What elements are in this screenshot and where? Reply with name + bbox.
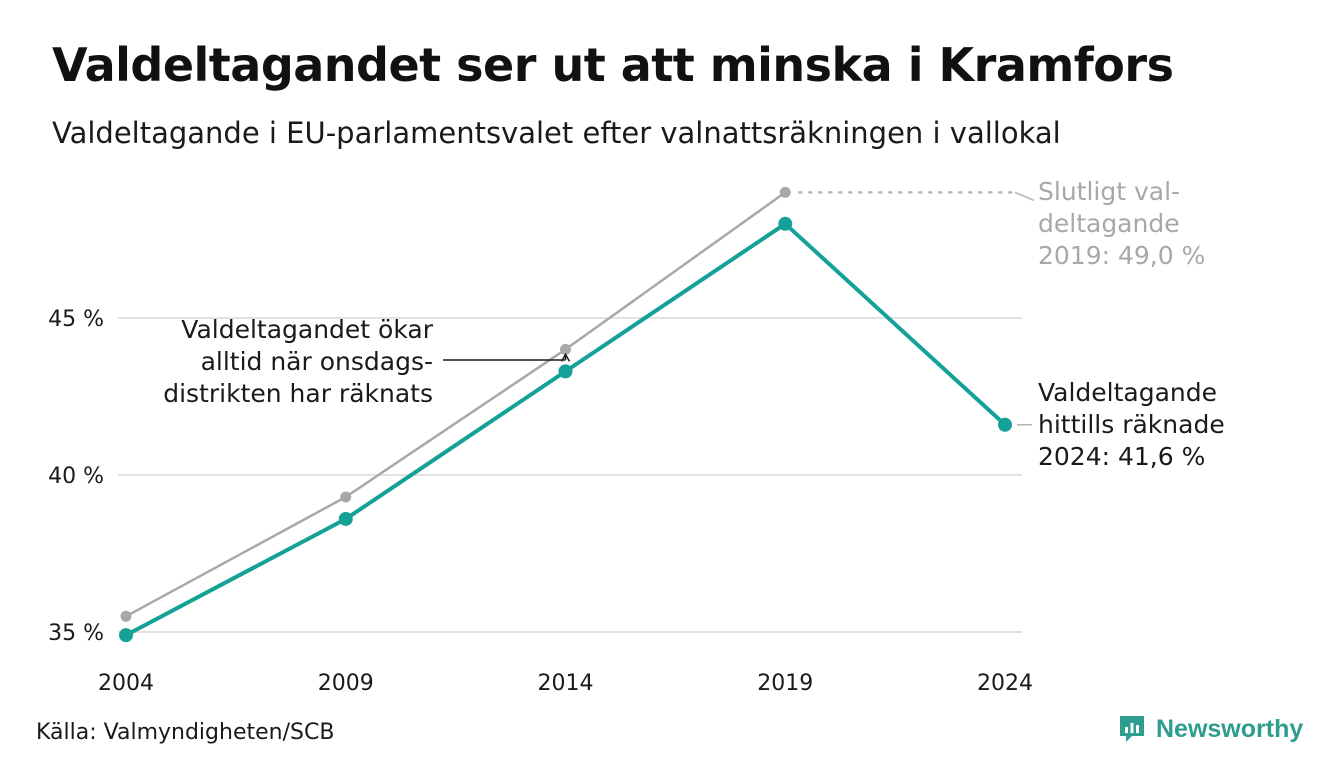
source-note: Källa: Valmyndigheten/SCB bbox=[36, 720, 335, 745]
data-point-current bbox=[338, 511, 353, 526]
y-tick-label: 40 % bbox=[48, 464, 104, 489]
series-line-current bbox=[125, 221, 1007, 637]
brand-name: Newsworthy bbox=[1156, 714, 1304, 743]
y-tick-label: 35 % bbox=[48, 621, 104, 646]
series-line-final bbox=[125, 191, 786, 618]
current-turnout-label: 2024: 41,6 % bbox=[1038, 442, 1205, 471]
final-turnout-label: deltagande bbox=[1038, 209, 1180, 238]
note-label: Valdeltagandet ökar bbox=[181, 315, 433, 344]
current-turnout-label: Valdeltagande bbox=[1038, 378, 1217, 407]
chart-title: Valdeltagandet ser ut att minska i Kramf… bbox=[52, 38, 1174, 92]
final-turnout-label: Slutligt val- bbox=[1038, 177, 1180, 206]
data-point-final bbox=[779, 186, 791, 198]
note-label: alltid när onsdags- bbox=[201, 347, 433, 376]
newsworthy-icon bbox=[1120, 716, 1144, 742]
data-point-current bbox=[119, 628, 133, 643]
x-tick-label: 2004 bbox=[98, 671, 154, 696]
x-tick-label: 2024 bbox=[977, 671, 1033, 696]
note-label: distrikten har räknats bbox=[163, 379, 433, 408]
y-tick-label: 45 % bbox=[48, 307, 104, 332]
data-point-current bbox=[778, 216, 793, 231]
final-leader-tick bbox=[1014, 191, 1035, 202]
x-tick-label: 2019 bbox=[757, 671, 813, 696]
chart-subtitle: Valdeltagande i EU-parlamentsvalet efter… bbox=[52, 116, 1061, 150]
note-arrow-head bbox=[560, 352, 571, 362]
data-point-final bbox=[560, 343, 571, 355]
final-turnout-label: 2019: 49,0 % bbox=[1038, 241, 1205, 270]
data-point-current bbox=[998, 417, 1012, 432]
data-point-current bbox=[558, 364, 573, 379]
data-point-final bbox=[120, 610, 132, 622]
brand-logo: Newsworthy bbox=[1118, 714, 1303, 744]
data-point-final bbox=[340, 491, 352, 503]
x-tick-label: 2009 bbox=[318, 671, 374, 696]
current-turnout-label: hittills räknade bbox=[1038, 410, 1225, 439]
x-tick-label: 2014 bbox=[538, 671, 594, 696]
